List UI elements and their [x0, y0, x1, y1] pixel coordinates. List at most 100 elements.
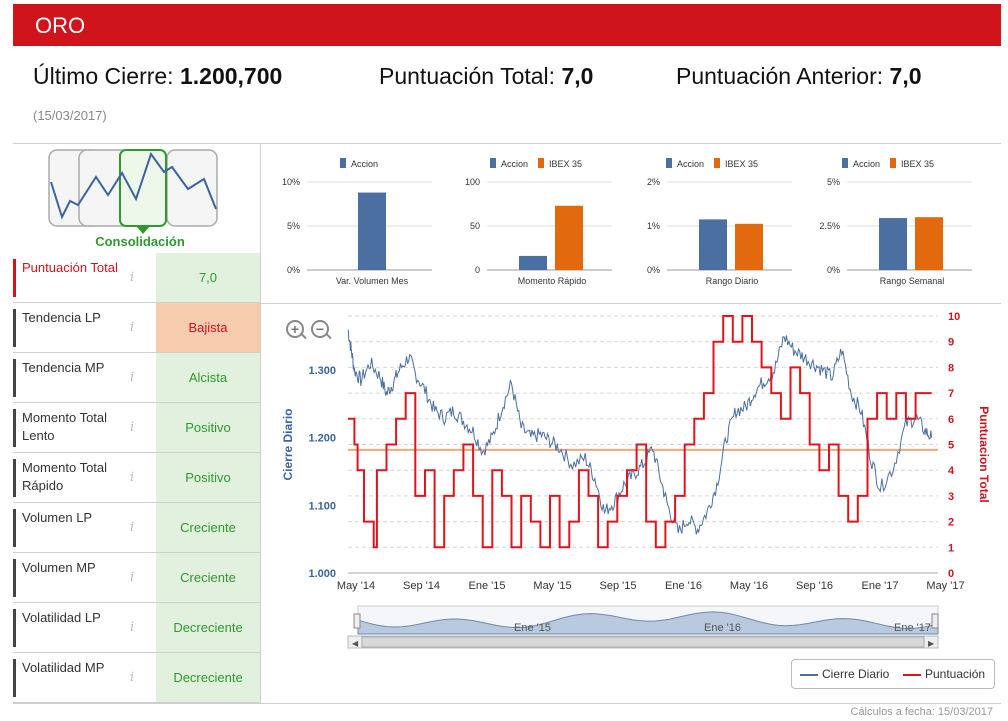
bar — [915, 217, 943, 270]
indicator-value: Positivo — [156, 453, 260, 502]
indicator-label: Volumen LP — [13, 509, 131, 547]
info-icon[interactable]: i — [130, 670, 135, 685]
category-label: Var. Volumen Mes — [336, 276, 409, 286]
info-icon[interactable]: i — [130, 420, 135, 435]
info-icon[interactable]: i — [130, 570, 135, 585]
x-tick-label: Ene '17 — [862, 580, 899, 592]
legend-swatch — [490, 158, 496, 168]
y-right-tick-label: 10 — [948, 311, 960, 323]
y-right-axis-title: Puntuacion Total — [977, 406, 991, 502]
y-right-tick-label: 7 — [948, 388, 954, 400]
legend-swatch — [842, 158, 848, 168]
legend-swatch — [340, 158, 346, 168]
series-puntuacion-line — [348, 315, 932, 549]
puntuacion-total-label: Puntuación Total: — [379, 63, 556, 89]
indicator-label: Tendencia LP — [13, 309, 131, 347]
indicator-label: Momento Total Lento — [13, 409, 131, 447]
puntuacion-anterior: Puntuación Anterior: 7,0 — [676, 63, 922, 90]
info-icon[interactable]: i — [130, 470, 135, 485]
y-tick-label: 5% — [827, 177, 840, 187]
chart-navigator[interactable]: Ene '15 Ene '16 Ene '17 ◀ ▶ — [347, 605, 939, 649]
indicator-bar-charts: Accion 10% 5% 0% Var. Volumen Mes Accion IBEX … — [282, 158, 972, 286]
ultimo-cierre-label: Último Cierre: — [33, 63, 174, 89]
x-tick-label: May '17 — [926, 580, 964, 592]
legend-label: Accion — [351, 159, 378, 169]
indicator-row: Volatilidad MP i Decreciente — [13, 653, 260, 703]
info-icon[interactable]: i — [130, 520, 135, 535]
legend-label: Accion — [501, 159, 528, 169]
indicator-label: Volatilidad LP — [13, 609, 131, 647]
legend-swatch — [538, 158, 544, 168]
indicator-row: Tendencia MP i Alcista — [13, 353, 260, 403]
divider — [13, 143, 1001, 144]
legend-cierre-label[interactable]: Cierre Diario — [822, 667, 890, 681]
close-date: (15/03/2017) — [33, 108, 107, 123]
y-tick-label: 1% — [647, 221, 660, 231]
puntuacion-total-value: 7,0 — [561, 63, 594, 89]
indicator-label: Tendencia MP — [13, 359, 131, 397]
navigator-series — [357, 611, 939, 635]
puntuacion-anterior-value: 7,0 — [889, 63, 922, 89]
indicator-row: Momento Total Lento i Positivo — [13, 403, 260, 453]
bar — [699, 219, 727, 270]
scrollbar-thumb[interactable] — [361, 636, 925, 648]
zoom-in-button[interactable]: + — [286, 320, 304, 338]
y-tick-label: 0% — [647, 265, 660, 275]
legend-puntuacion-label[interactable]: Puntuación — [925, 667, 986, 681]
y-tick-label: 0% — [287, 265, 300, 275]
scroll-left-arrow-icon[interactable]: ◀ — [352, 639, 359, 648]
y-right-tick-label: 0 — [948, 568, 954, 580]
bar — [879, 218, 907, 270]
legend-puntuacion-swatch — [903, 674, 921, 676]
x-tick-label: Sep '15 — [600, 580, 637, 592]
y-left-tick-label: 1.000 — [308, 568, 336, 580]
x-tick-label: Sep '14 — [403, 580, 440, 592]
bar — [519, 255, 547, 270]
y-tick-label: 5% — [287, 221, 300, 231]
y-left-tick-label: 1.200 — [308, 433, 336, 445]
bar-chart-panel: Accion IBEX 35 2% 1% 0% Rango Diario — [647, 158, 792, 286]
pattern-label: Consolidación — [95, 234, 185, 249]
scroll-right-arrow-icon[interactable]: ▶ — [928, 639, 935, 648]
y-right-tick-label: 3 — [948, 491, 954, 503]
y-tick-label: 10% — [282, 177, 300, 187]
info-icon[interactable]: i — [130, 270, 135, 285]
ultimo-cierre: Último Cierre: 1.200,700 — [33, 63, 282, 90]
y-right-tick-label: 5 — [948, 440, 954, 452]
navigator-left-handle[interactable] — [353, 613, 361, 629]
divider — [260, 303, 1001, 304]
divider — [260, 143, 261, 703]
navigator-right-handle[interactable] — [931, 613, 939, 629]
info-icon[interactable]: i — [130, 370, 135, 385]
indicator-value: Decreciente — [156, 603, 260, 652]
zoom-in-icon: + — [290, 321, 300, 337]
y-right-tick-label: 1 — [948, 542, 954, 554]
info-icon[interactable]: i — [130, 620, 135, 635]
puntuacion-anterior-label: Puntuación Anterior: — [676, 63, 884, 89]
y-tick-label: 0 — [475, 265, 480, 275]
y-tick-label: 0% — [827, 265, 840, 275]
legend-swatch — [666, 158, 672, 168]
legend-cierre-swatch — [800, 674, 818, 676]
y-right-tick-label: 2 — [948, 517, 954, 529]
indicator-value: Creciente — [156, 503, 260, 552]
legend-label: IBEX 35 — [725, 159, 758, 169]
y-right-tick-label: 4 — [948, 465, 955, 477]
indicator-label: Momento Total Rápido — [13, 459, 131, 497]
y-tick-label: 2% — [647, 177, 660, 187]
indicator-value: Bajista — [156, 303, 260, 352]
ultimo-cierre-value: 1.200,700 — [179, 63, 283, 89]
bar — [555, 205, 583, 270]
chart-legend[interactable]: Cierre Diario Puntuación — [791, 659, 995, 689]
indicator-row: Volatilidad LP i Decreciente — [13, 603, 260, 653]
bar-chart-panel: Accion IBEX 35 100 50 0 Momento Rápido — [465, 158, 612, 286]
zoom-out-button[interactable]: − — [311, 320, 329, 338]
consolidation-pattern-icon — [48, 149, 218, 234]
legend-label: Accion — [853, 159, 880, 169]
legend-swatch — [714, 158, 720, 168]
info-icon[interactable]: i — [130, 320, 135, 335]
y-tick-label: 2.5% — [819, 221, 840, 231]
